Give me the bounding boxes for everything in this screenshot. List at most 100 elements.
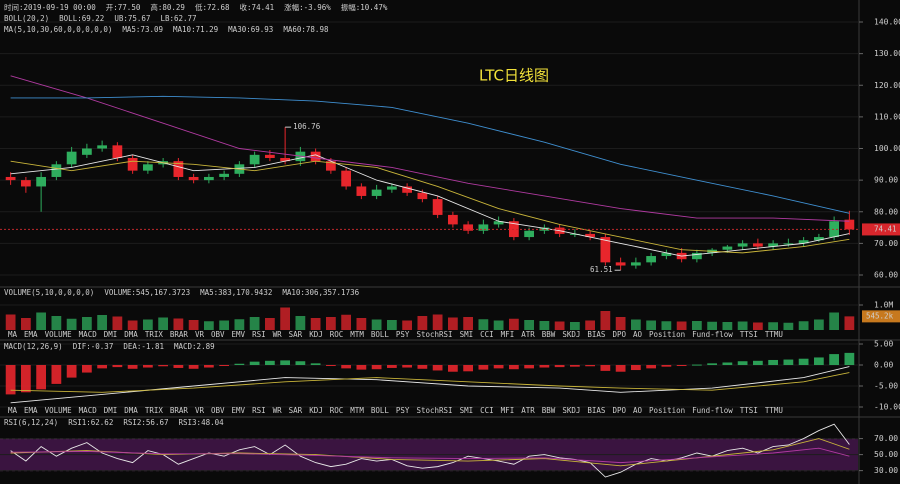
candle-body (66, 151, 77, 165)
indicator-tab[interactable]: OBV (211, 330, 225, 339)
indicator-tab[interactable]: Position (649, 406, 685, 415)
indicator-tab[interactable]: BBW (542, 330, 556, 339)
indicator-tab[interactable]: ATR (521, 406, 535, 415)
indicator-tab[interactable]: CCI (480, 406, 494, 415)
indicator-tab[interactable]: DPO (612, 406, 626, 415)
indicator-tab[interactable]: MA (8, 330, 18, 339)
indicator-tab[interactable]: BRAR (170, 330, 189, 339)
indicator-tab[interactable]: RSI (252, 330, 266, 339)
indicator-tab[interactable]: TRIX (145, 330, 164, 339)
indicator-tab[interactable]: BRAR (170, 406, 189, 415)
indicator-tab[interactable]: StochRSI (416, 330, 452, 339)
bar (463, 317, 474, 330)
candle-body (36, 176, 47, 187)
bar (569, 365, 580, 367)
bar (585, 320, 596, 330)
indicator-tab[interactable]: BIAS (587, 406, 606, 415)
indicator-tab[interactable]: MA (8, 406, 18, 415)
indicator-line (10, 366, 850, 404)
indicator-tab[interactable]: TTMU (765, 406, 783, 415)
indicator-tab[interactable]: WR (273, 406, 283, 415)
indicator-tab[interactable]: PSY (396, 406, 410, 415)
indicator-tab[interactable]: TRIX (145, 406, 164, 415)
indicator-tab[interactable]: Fund-flow (692, 330, 733, 339)
bar (661, 365, 672, 367)
indicator-tab[interactable]: MTM (350, 330, 364, 339)
legend-text: MACD(12,26,9) (4, 342, 63, 351)
indicator-tab[interactable]: WR (273, 330, 283, 339)
candle-body (127, 157, 138, 171)
bar (36, 365, 47, 390)
indicator-tab[interactable]: MACD (79, 330, 98, 339)
y-tick-label: 5.00 (874, 340, 893, 349)
bar (615, 317, 626, 330)
indicator-tab[interactable]: DMA (124, 330, 138, 339)
indicator-tab[interactable]: SMI (460, 330, 474, 339)
indicator-tab[interactable]: SKDJ (562, 406, 580, 415)
indicator-tab[interactable]: MTM (350, 406, 364, 415)
bar (295, 361, 306, 366)
indicator-tab[interactable]: BIAS (587, 330, 606, 339)
indicator-tab[interactable]: VOLUME (45, 406, 73, 415)
indicator-tab[interactable]: DMI (104, 330, 118, 339)
indicator-tab[interactable]: DMA (124, 406, 138, 415)
y-tick-label: 120.00 (874, 81, 900, 90)
indicator-tab[interactable]: DMI (104, 406, 118, 415)
indicator-tab[interactable]: SAR (289, 330, 303, 339)
bar (203, 321, 214, 330)
indicator-tab[interactable]: CCI (480, 330, 494, 339)
indicator-tab[interactable]: SMI (460, 406, 474, 415)
bar (691, 364, 702, 366)
indicator-tab[interactable]: TTSI (740, 406, 758, 415)
bar (66, 365, 77, 378)
bar (112, 365, 123, 368)
indicator-tab[interactable]: BOLL (371, 406, 390, 415)
bar (280, 307, 291, 330)
indicator-tab[interactable]: EMV (232, 330, 246, 339)
indicator-tab[interactable]: EMA (24, 330, 38, 339)
indicator-tab[interactable]: EMA (24, 406, 38, 415)
indicator-tab[interactable]: ATR (521, 330, 535, 339)
indicator-tab[interactable]: ROC (330, 406, 344, 415)
bar (249, 361, 260, 366)
bar (325, 365, 336, 367)
indicator-tab[interactable]: AO (633, 330, 643, 339)
indicator-tab[interactable]: KDJ (309, 330, 323, 339)
indicator-tab[interactable]: KDJ (309, 406, 323, 415)
indicator-tab[interactable]: TTSI (740, 330, 758, 339)
legend-text: 高:80.29 (150, 2, 185, 12)
legend-text: DIF:-0.37 (73, 342, 114, 351)
bar (127, 365, 138, 369)
indicator-line (10, 447, 850, 464)
indicator-tab[interactable]: StochRSI (416, 406, 452, 415)
indicator-tab[interactable]: AO (633, 406, 643, 415)
legend-text: VOLUME(5,10,0,0,0,0) (4, 288, 94, 297)
indicator-tab[interactable]: RSI (252, 406, 266, 415)
indicator-tab[interactable]: MACD (79, 406, 98, 415)
indicator-tab[interactable]: BOLL (371, 330, 390, 339)
indicator-tab[interactable]: DPO (612, 330, 626, 339)
indicator-tab[interactable]: VOLUME (45, 330, 73, 339)
indicator-tab[interactable]: ROC (330, 330, 344, 339)
bar (600, 365, 611, 371)
indicator-tab[interactable]: Position (649, 330, 685, 339)
indicator-tab[interactable]: VR (195, 330, 205, 339)
indicator-tab[interactable]: PSY (396, 330, 410, 339)
y-tick-label: 0.00 (874, 361, 893, 370)
indicator-tab[interactable]: MFI (501, 330, 515, 339)
indicator-tab[interactable]: TTMU (765, 330, 783, 339)
indicator-tab[interactable]: OBV (211, 406, 225, 415)
indicator-tab[interactable]: BBW (542, 406, 556, 415)
bar (798, 358, 809, 366)
bar (158, 317, 169, 330)
indicator-tab[interactable]: EMV (232, 406, 246, 415)
candle-body (249, 154, 260, 165)
legend-text: MA5:383,170.9432 (200, 288, 272, 297)
indicator-tab[interactable]: SKDJ (562, 330, 580, 339)
indicator-tab[interactable]: VR (195, 406, 205, 415)
indicator-tab[interactable]: SAR (289, 406, 303, 415)
indicator-tab[interactable]: Fund-flow (692, 406, 733, 415)
bar (493, 365, 504, 369)
indicator-tab[interactable]: MFI (501, 406, 515, 415)
candle-body (417, 192, 428, 200)
